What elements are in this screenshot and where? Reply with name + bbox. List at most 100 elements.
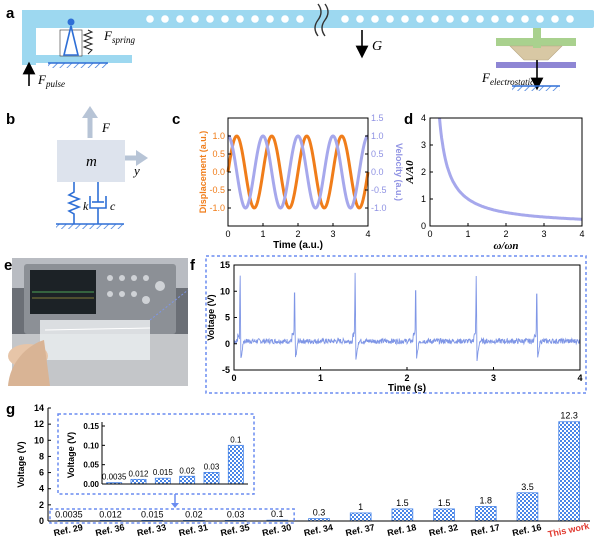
- x-tick-label-2: 2: [503, 229, 508, 239]
- y2-tick-label-4: 1.0: [371, 131, 384, 141]
- beam-hole-18: [446, 15, 454, 23]
- beam-hole-12: [356, 15, 364, 23]
- y-tick-label-0: -1.0: [209, 203, 225, 213]
- y-tick-label-0: 0: [39, 516, 44, 526]
- y-tick-label-3: 3: [421, 140, 426, 150]
- y-tick-label-4: 4: [421, 113, 426, 123]
- bar-value-label-2: 0.015: [141, 509, 164, 519]
- category-label-6: Ref. 34: [303, 522, 334, 538]
- x-axis-label-f: Time (s): [388, 383, 426, 394]
- beam-hole-6: [236, 15, 244, 23]
- y-tick-label-3: 6: [39, 468, 44, 478]
- bar-value-label-6: 0.3: [313, 508, 326, 518]
- y-tick-label-6: 12: [34, 419, 44, 429]
- panel-letter-f: f: [190, 257, 196, 274]
- bar-value-label-3: 0.02: [185, 509, 203, 519]
- beam-hole-13: [371, 15, 379, 23]
- beam-hole-0: [146, 15, 154, 23]
- category-label-2: Ref. 33: [136, 522, 167, 538]
- y2-axis-label-c: Velocity (a.u.): [394, 143, 404, 201]
- category-label-8: Ref. 18: [386, 522, 417, 538]
- beam-hole-10: [296, 15, 304, 23]
- x-tick-label-1: 1: [260, 229, 265, 239]
- beam-hole-3: [191, 15, 199, 23]
- inset-bar-3: [179, 475, 196, 485]
- inset-arrow-icon: [171, 503, 179, 508]
- ground-hatch-b: [56, 224, 124, 229]
- y-tick-label-1: 1: [421, 194, 426, 204]
- y-tick-label-0: -5: [222, 365, 230, 375]
- y2-tick-label-0: -1.0: [371, 203, 387, 213]
- inset-bar-1: [130, 478, 147, 485]
- beam-hole-5: [221, 15, 229, 23]
- category-label-7: Ref. 37: [345, 522, 376, 538]
- beam-hole-11: [341, 15, 349, 23]
- chart-d: 0 1 2 3 4 0 1 2 3 4 ω/ωn A/A0: [404, 113, 585, 252]
- panel-letter-a: a: [6, 5, 15, 22]
- beam-holes: [146, 15, 574, 23]
- tripod-icon: [62, 25, 80, 56]
- x-tick-label-2: 2: [404, 373, 409, 383]
- damping-label: c: [110, 199, 116, 213]
- plot-frame-d: [429, 117, 583, 227]
- y-label: y: [132, 163, 140, 178]
- y-axis-label-g: Voltage (V): [16, 441, 26, 487]
- bar-8: [391, 508, 414, 522]
- inset-y-tick-label-0: 0.00: [83, 480, 99, 489]
- x-tick-label-2: 2: [295, 229, 300, 239]
- y-axis-label-c: Displacement (a.u.): [198, 131, 208, 214]
- x-tick-label-0: 0: [231, 373, 236, 383]
- inset-bar-value-2: 0.015: [153, 468, 174, 477]
- ground-hatch-left: [48, 63, 108, 68]
- plot-frame-f: [233, 264, 581, 371]
- beam-hole-26: [566, 15, 574, 23]
- panel-c: c 0 1 2 3 4 -1.0 -0.5 0.0 0.5 1.0 -1.0 -0.5 0.0 0.5 1.…: [172, 111, 404, 251]
- test-bench: [40, 320, 150, 360]
- inset-y-axis-label: Voltage (V): [66, 432, 76, 478]
- bar-value-label-7: 1: [358, 502, 363, 512]
- bar-10: [474, 506, 497, 522]
- beam-hole-19: [461, 15, 469, 23]
- bar-value-label-9: 1.5: [438, 498, 451, 508]
- y-tick-label-2: 2: [421, 167, 426, 177]
- force-label-b: F: [101, 120, 111, 135]
- spring-constant-label: k: [83, 199, 89, 213]
- bar-11: [516, 492, 539, 522]
- y2-tick-label-2: 0.0: [371, 167, 384, 177]
- y-axis-label-f: Voltage (V): [206, 294, 216, 340]
- beam-support: [22, 10, 36, 65]
- inset-bar-value-0: 0.0035: [102, 473, 127, 482]
- panel-d: d 0 1 2 3 4 0 1 2 3 4 ω/ωn A/A0: [404, 111, 585, 252]
- category-label-9: Ref. 32: [428, 522, 459, 538]
- inset-bar-value-4: 0.03: [204, 462, 220, 471]
- beam-hole-2: [176, 15, 184, 23]
- inset-bar-value-5: 0.1: [230, 435, 242, 444]
- panel-letter-e: e: [4, 257, 12, 274]
- inset-y-tick-label-1: 0.05: [83, 461, 99, 470]
- beam-hole-9: [281, 15, 289, 23]
- pulse-force-label: Fpulse: [37, 72, 65, 89]
- contact-dot: [67, 18, 75, 26]
- y-tick-label-4: 15: [220, 260, 230, 270]
- panel-letter-g: g: [6, 401, 15, 418]
- panel-letter-d: d: [404, 111, 413, 128]
- category-label-0: Ref. 29: [53, 522, 84, 538]
- y-tick-label-1: -0.5: [209, 185, 225, 195]
- y-tick-label-2: 4: [39, 484, 44, 494]
- bar-value-label-10: 1.8: [480, 495, 493, 505]
- beam-hole-17: [431, 15, 439, 23]
- category-label-3: Ref. 31: [178, 522, 209, 538]
- category-label-10: Ref. 17: [470, 522, 501, 538]
- x-tick-label-3: 3: [491, 373, 496, 383]
- bar-value-label-12: 12.3: [560, 411, 578, 421]
- y-tick-label-4: 1.0: [212, 131, 225, 141]
- bar-value-label-5: 0.1: [271, 509, 284, 519]
- x-tick-label-4: 4: [577, 373, 582, 383]
- x-tick-label-3: 3: [541, 229, 546, 239]
- x-tick-label-4: 4: [365, 229, 370, 239]
- beam-hole-8: [266, 15, 274, 23]
- inset-bar-4: [203, 471, 220, 485]
- category-label-12: This work: [547, 521, 591, 540]
